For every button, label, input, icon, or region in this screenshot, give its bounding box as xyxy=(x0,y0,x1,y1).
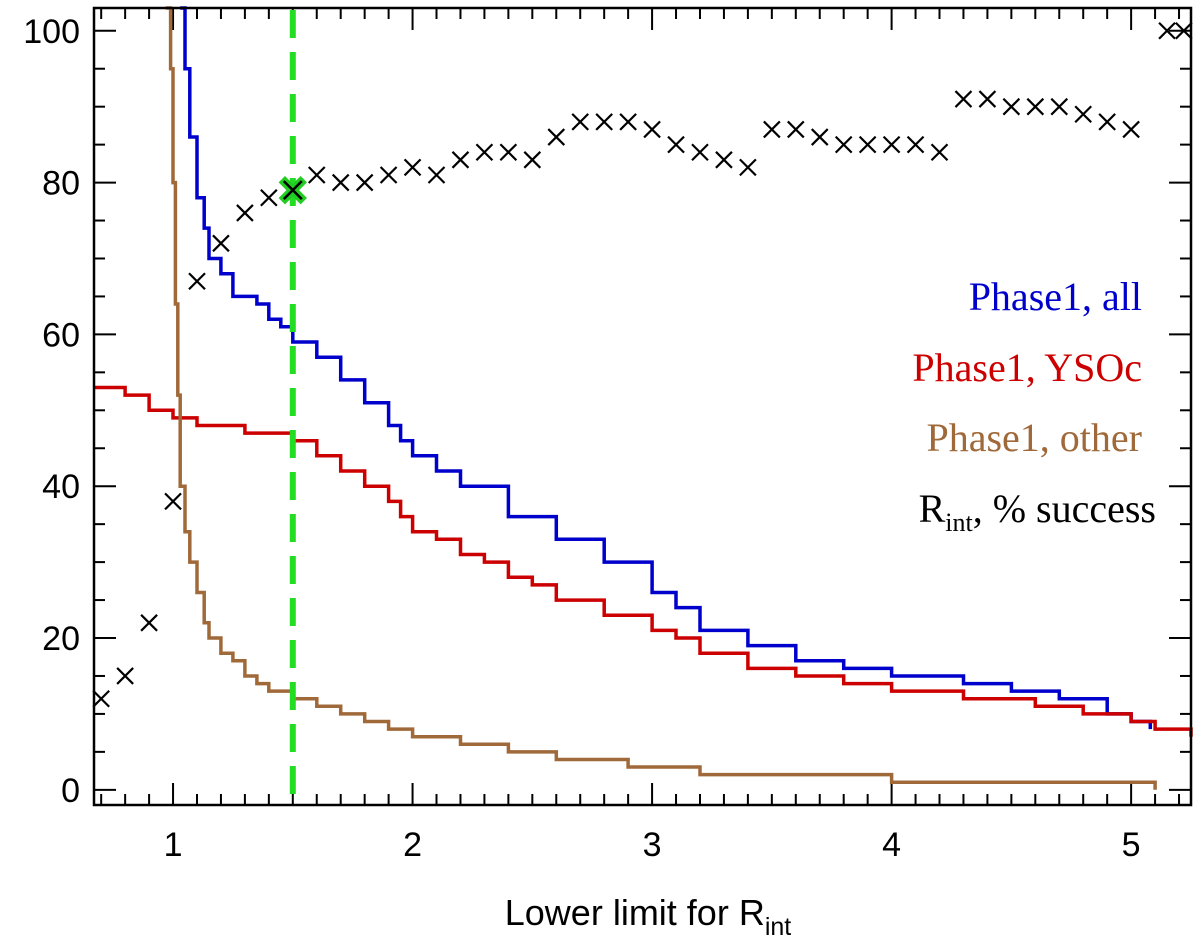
y-tick-label: 40 xyxy=(42,468,80,506)
scatter-marker xyxy=(427,166,446,184)
y-tick-label: 0 xyxy=(61,772,80,810)
axis-ticks xyxy=(94,8,1191,805)
x-tick-label: 4 xyxy=(882,826,901,864)
scatter-marker xyxy=(260,188,278,207)
x-tick-label: 1 xyxy=(164,826,183,864)
scatter-marker xyxy=(763,120,781,139)
scatter-marker xyxy=(1074,105,1092,124)
legend-entry-all: Phase1, all xyxy=(969,274,1142,319)
legend: Phase1, all Phase1, YSOc Phase1, other R… xyxy=(912,274,1156,537)
scatter-marker xyxy=(164,492,182,511)
series-line-0 xyxy=(180,6,1153,730)
y-tick-label: 100 xyxy=(23,13,80,51)
scatter-marker xyxy=(475,143,494,161)
scatter-marker xyxy=(906,135,925,154)
scatter-marker xyxy=(715,151,733,169)
legend-rint-main: R xyxy=(919,486,946,531)
scatter-marker xyxy=(930,143,949,161)
scatter-marker xyxy=(619,113,637,131)
scatter-marker xyxy=(236,204,254,222)
scatter-marker xyxy=(1002,97,1021,116)
scatter-marker xyxy=(691,143,709,161)
x-axis-label: Lower limit for Rint xyxy=(505,892,792,941)
scatter-marker xyxy=(810,128,829,146)
scatter-marker xyxy=(307,166,326,184)
scatter-marker xyxy=(882,135,901,154)
series-line-1 xyxy=(94,385,1193,737)
legend-rint-sub: int xyxy=(945,508,973,537)
legend-entry-ysoc: Phase1, YSOc xyxy=(912,345,1142,390)
x-tick-label: 3 xyxy=(643,826,662,864)
scatter-marker xyxy=(355,173,374,192)
scatter-marker xyxy=(547,128,566,146)
scatter-marker xyxy=(643,120,661,139)
scatter-marker xyxy=(954,90,973,108)
scatter-marker xyxy=(571,113,590,131)
x-tick-label: 5 xyxy=(1122,826,1141,864)
scatter-marker xyxy=(92,689,110,708)
scatter-marker xyxy=(1158,21,1176,40)
scatter-marker xyxy=(331,173,350,192)
y-tick-label: 20 xyxy=(42,620,80,658)
scatter-marker xyxy=(739,158,757,177)
tick-labels: 1 2 3 4 5 0 20 40 60 80 100 xyxy=(23,13,1140,864)
legend-entry-other: Phase1, other xyxy=(926,415,1142,460)
scatter-marker xyxy=(834,135,853,154)
scatter-marker xyxy=(403,158,422,177)
plot-frame xyxy=(92,6,1193,807)
scatter-marker xyxy=(140,614,158,632)
scatter-marker xyxy=(188,272,206,291)
highlight-marker xyxy=(278,175,307,205)
scatter-marker xyxy=(667,135,685,154)
scatter-marker xyxy=(787,120,805,139)
scatter-marker xyxy=(858,135,877,154)
scatter-marker xyxy=(116,667,134,685)
scatter-marker xyxy=(523,151,542,169)
legend-rint-rest: , % success xyxy=(973,486,1156,531)
scatter-marker xyxy=(1050,97,1069,116)
scatter-marker xyxy=(1026,97,1045,116)
y-tick-label: 60 xyxy=(42,316,80,354)
scatter-marker xyxy=(595,113,613,131)
scatter-marker xyxy=(212,234,230,253)
marker-group xyxy=(92,21,1193,708)
scatter-marker xyxy=(499,143,518,161)
legend-entry-rint: Rint, % success xyxy=(919,486,1156,537)
scatter-marker xyxy=(978,90,997,108)
scatter-marker xyxy=(1122,120,1140,139)
x-axis-label-sub: int xyxy=(765,913,791,941)
scatter-marker xyxy=(1175,21,1193,40)
scatter-marker xyxy=(379,166,398,184)
series-group xyxy=(94,6,1193,790)
series-line-2 xyxy=(165,6,1157,790)
y-tick-label: 80 xyxy=(42,165,80,203)
scatter-marker xyxy=(1098,113,1116,131)
scatter-marker xyxy=(451,151,470,169)
x-axis-label-main: Lower limit for R xyxy=(505,892,765,933)
x-tick-label: 2 xyxy=(403,826,422,864)
